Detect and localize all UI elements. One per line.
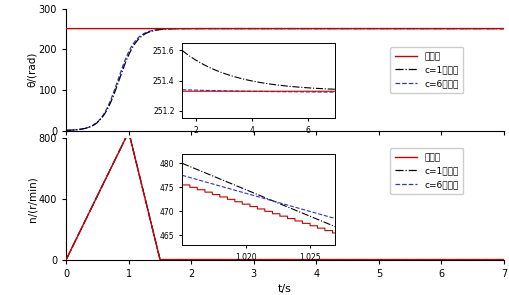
Legend: 目标値, c=1实际値, c=6观测値: 目标値, c=1实际値, c=6观测値 <box>390 148 463 194</box>
X-axis label: t/s: t/s <box>278 284 292 294</box>
Y-axis label: θ/(rad): θ/(rad) <box>27 52 37 87</box>
Y-axis label: n/(r/min): n/(r/min) <box>27 176 37 222</box>
Legend: 目标値, c=1实际値, c=6观测値: 目标値, c=1实际値, c=6观测値 <box>390 47 463 93</box>
